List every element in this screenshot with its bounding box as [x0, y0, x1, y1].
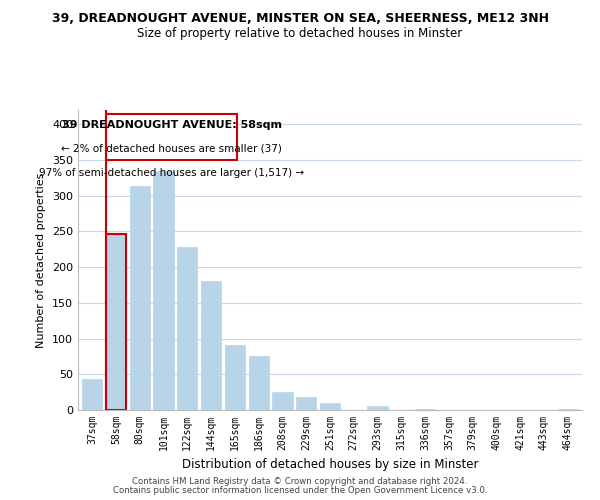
- Text: Contains public sector information licensed under the Open Government Licence v3: Contains public sector information licen…: [113, 486, 487, 495]
- Text: 39 DREADNOUGHT AVENUE: 58sqm: 39 DREADNOUGHT AVENUE: 58sqm: [62, 120, 281, 130]
- Bar: [82, 380, 103, 410]
- Text: 39, DREADNOUGHT AVENUE, MINSTER ON SEA, SHEERNESS, ME12 3NH: 39, DREADNOUGHT AVENUE, MINSTER ON SEA, …: [52, 12, 548, 26]
- Bar: [154, 170, 173, 410]
- Bar: [296, 397, 316, 410]
- Bar: [130, 186, 150, 410]
- Bar: [177, 247, 197, 410]
- Bar: [557, 408, 578, 410]
- Text: Size of property relative to detached houses in Minster: Size of property relative to detached ho…: [137, 28, 463, 40]
- Y-axis label: Number of detached properties: Number of detached properties: [37, 172, 46, 348]
- Bar: [320, 403, 340, 410]
- Text: ← 2% of detached houses are smaller (37): ← 2% of detached houses are smaller (37): [61, 144, 282, 154]
- FancyBboxPatch shape: [106, 114, 237, 160]
- Bar: [225, 345, 245, 410]
- Bar: [272, 392, 293, 410]
- Text: 97% of semi-detached houses are larger (1,517) →: 97% of semi-detached houses are larger (…: [39, 168, 304, 177]
- Bar: [248, 356, 269, 410]
- Bar: [201, 282, 221, 410]
- Text: Contains HM Land Registry data © Crown copyright and database right 2024.: Contains HM Land Registry data © Crown c…: [132, 477, 468, 486]
- Bar: [367, 406, 388, 410]
- X-axis label: Distribution of detached houses by size in Minster: Distribution of detached houses by size …: [182, 458, 478, 471]
- Bar: [106, 234, 126, 410]
